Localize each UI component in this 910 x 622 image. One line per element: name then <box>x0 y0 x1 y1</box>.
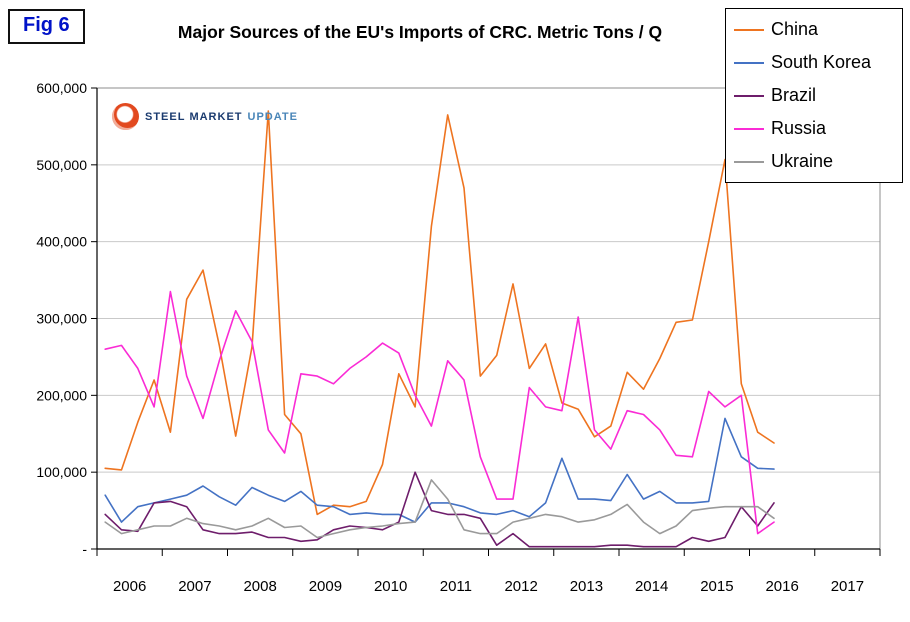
x-tick-label: 2015 <box>700 578 733 595</box>
legend-item: Russia <box>734 112 902 145</box>
series-line-south-korea <box>104 417 775 523</box>
x-tick-label: 2012 <box>504 578 537 595</box>
x-tick-label: 2010 <box>374 578 407 595</box>
legend: China South Korea Brazil Russia Ukraine <box>725 8 903 183</box>
y-tick-label: 400,000 <box>36 234 87 250</box>
y-tick-label: - <box>82 541 87 557</box>
smu-logo-word-steel: STEEL <box>145 110 186 123</box>
smu-logo-word-market: MARKET <box>189 110 243 123</box>
chart-title: Major Sources of the EU's Imports of CRC… <box>177 22 663 42</box>
x-tick-label: 2017 <box>831 578 864 595</box>
legend-line-swatch <box>734 61 764 64</box>
x-tick-label: 2009 <box>309 578 342 595</box>
x-tick-label: 2011 <box>440 578 472 595</box>
smu-logo-icon <box>112 103 139 130</box>
legend-label: South Korea <box>771 52 872 72</box>
x-tick-label: 2006 <box>113 578 146 595</box>
legend-label: Ukraine <box>771 151 834 171</box>
series-line-brazil <box>104 471 775 548</box>
x-tick-label: 2014 <box>635 578 668 595</box>
y-tick-label: 600,000 <box>36 80 87 96</box>
legend-item: Ukraine <box>734 145 902 178</box>
legend-item: South Korea <box>734 46 902 79</box>
legend-line-swatch <box>734 28 764 31</box>
x-tick-label: 2008 <box>243 578 276 595</box>
legend-label: China <box>771 19 819 39</box>
x-tick-label: 2013 <box>570 578 603 595</box>
legend-item: Brazil <box>734 79 902 112</box>
y-tick-label: 200,000 <box>36 387 87 403</box>
smu-logo-word-update: UPDATE <box>247 110 298 123</box>
legend-line-swatch <box>734 127 764 130</box>
x-tick-label: 2007 <box>178 578 211 595</box>
y-tick-label: 300,000 <box>36 311 87 327</box>
series-line-ukraine <box>104 479 775 539</box>
y-tick-label: 500,000 <box>36 157 87 173</box>
legend-line-swatch <box>734 160 764 163</box>
legend-line-swatch <box>734 94 764 97</box>
series-line-russia <box>104 290 775 535</box>
smu-logo: STEEL MARKET UPDATE <box>112 103 298 130</box>
series-line-china <box>104 110 775 516</box>
legend-label: Russia <box>771 118 827 138</box>
figure-label: Fig 6 <box>8 9 85 44</box>
y-tick-label: 100,000 <box>36 464 87 480</box>
legend-label: Brazil <box>771 85 817 105</box>
x-tick-label: 2016 <box>765 578 798 595</box>
legend-item: China <box>734 13 902 46</box>
